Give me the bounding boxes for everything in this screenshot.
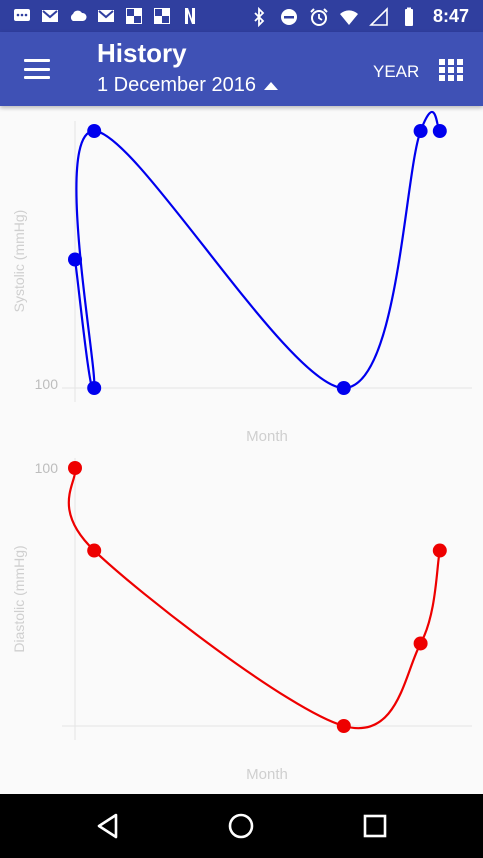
data-point xyxy=(87,543,102,558)
x-axis-label: Month xyxy=(246,428,288,445)
news-icon xyxy=(154,8,170,24)
news-icon xyxy=(126,8,142,24)
clock: 8:47 xyxy=(432,6,469,26)
status-bar: 8:47 xyxy=(0,0,483,32)
charts-svg: Systolic (mmHg) 100 Month Diastolic (mmHg) 1… xyxy=(11,111,472,783)
data-point xyxy=(68,461,82,475)
data-point xyxy=(87,381,102,395)
bluetooth-icon xyxy=(254,6,265,27)
series-line xyxy=(67,467,441,730)
y-axis-label: Systolic (mmHg) xyxy=(11,210,27,313)
do-not-disturb-icon xyxy=(280,8,297,25)
grid-view-icon[interactable] xyxy=(439,59,463,81)
y-tick-label: 100 xyxy=(35,376,59,392)
menu-icon-line xyxy=(24,67,50,71)
data-point xyxy=(68,252,82,267)
cloud-icon xyxy=(70,10,87,21)
back-icon[interactable] xyxy=(92,810,124,842)
menu-button[interactable] xyxy=(20,54,54,84)
year-button[interactable]: YEAR xyxy=(373,62,420,81)
notification-icons xyxy=(12,6,200,26)
signal-icon xyxy=(369,6,388,26)
charts-container: Systolic (mmHg) 100 Month Diastolic (mmHg) 1… xyxy=(0,106,483,794)
data-point xyxy=(336,719,351,733)
data-point xyxy=(87,124,102,138)
date-selector[interactable]: 1 December 2016 xyxy=(97,74,278,97)
wifi-icon xyxy=(339,9,358,25)
battery-icon xyxy=(404,7,413,26)
data-point xyxy=(413,636,428,651)
gmail-icon xyxy=(98,10,114,22)
x-axis-label: Month xyxy=(246,766,288,783)
recents-icon[interactable] xyxy=(359,810,391,842)
netflix-icon xyxy=(185,8,195,24)
triangle-up-icon xyxy=(263,81,278,90)
date-label: 1 December 2016 xyxy=(97,74,256,96)
menu-icon-line xyxy=(24,59,50,62)
series-line xyxy=(73,111,441,392)
page-title: History xyxy=(97,38,187,68)
menu-icon-line xyxy=(24,76,50,79)
gmail-icon xyxy=(42,10,58,22)
y-tick-label: 100 xyxy=(35,460,59,476)
data-point xyxy=(432,124,447,138)
alarm-icon xyxy=(310,7,328,26)
app-bar: History 1 December 2016 YEAR xyxy=(0,32,483,106)
data-point xyxy=(432,543,447,558)
navigation-bar xyxy=(0,794,483,858)
data-point xyxy=(413,124,428,138)
chat-icon xyxy=(14,9,30,21)
data-point xyxy=(336,381,351,395)
home-icon[interactable] xyxy=(225,810,257,842)
system-icons: 8:47 xyxy=(249,6,469,27)
y-axis-label: Diastolic (mmHg) xyxy=(11,545,27,652)
